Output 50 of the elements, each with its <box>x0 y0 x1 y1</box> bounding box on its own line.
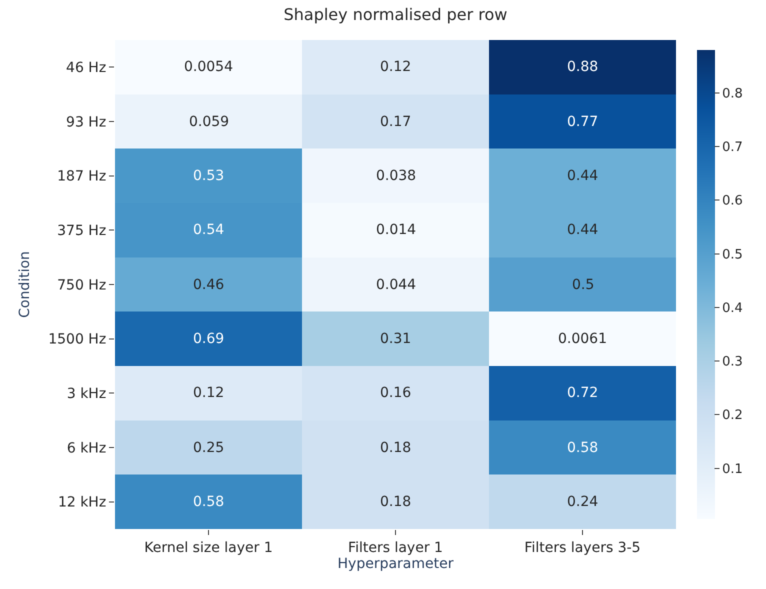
data-label: 0.18 <box>380 494 412 510</box>
data-label: 0.18 <box>380 440 412 456</box>
y-axis-title: Condition <box>16 251 33 318</box>
data-label: 0.12 <box>193 385 224 401</box>
data-label: 0.46 <box>193 277 224 293</box>
y-tick-label: 93 Hz <box>66 114 106 130</box>
data-label: 0.0054 <box>184 59 234 75</box>
color-bar-label: 0.2 <box>722 408 743 424</box>
data-label: 0.31 <box>380 331 412 347</box>
y-tick-label: 375 Hz <box>57 223 106 240</box>
x-axis-title: Hyperparameter <box>338 556 454 572</box>
data-label: 0.12 <box>380 59 412 75</box>
color-bar-label: 0.8 <box>722 86 743 102</box>
y-tick-label: 46 Hz <box>66 60 106 76</box>
data-label: 0.77 <box>567 114 598 130</box>
x-tick-label: Kernel size layer 1 <box>144 540 273 556</box>
data-label: 0.72 <box>567 385 598 401</box>
data-label: 0.54 <box>193 222 224 238</box>
chart-title: Shapley normalised per row <box>284 5 508 24</box>
data-label: 0.014 <box>376 222 416 238</box>
data-label: 0.24 <box>567 494 598 510</box>
data-label: 0.44 <box>567 168 598 184</box>
data-label: 0.58 <box>193 494 224 510</box>
data-label: 0.5 <box>572 277 594 293</box>
color-bar-label: 0.7 <box>722 140 743 156</box>
data-label: 0.16 <box>380 385 412 401</box>
y-tick-label: 1500 Hz <box>48 332 106 348</box>
data-label: 0.0061 <box>558 331 607 347</box>
y-tick-label: 12 kHz <box>58 494 106 511</box>
data-label: 0.53 <box>193 168 224 184</box>
data-label: 0.69 <box>193 331 224 347</box>
y-tick-label: 6 kHz <box>66 440 106 456</box>
color-bar-label: 0.3 <box>722 354 743 370</box>
y-tick-label: 750 Hz <box>57 277 106 294</box>
data-label: 0.88 <box>567 59 598 75</box>
x-tick-label: Filters layers 3-5 <box>524 540 641 556</box>
color-bar-label: 0.6 <box>722 194 743 209</box>
data-label: 0.17 <box>380 114 412 130</box>
data-label: 0.059 <box>189 114 230 130</box>
data-label: 0.44 <box>567 222 598 238</box>
data-label: 0.58 <box>567 440 598 456</box>
x-tick-label: Filters layer 1 <box>348 540 443 556</box>
color-bar-label: 0.5 <box>722 247 743 262</box>
data-label: 0.044 <box>376 277 416 293</box>
color-bar-label: 0.4 <box>722 300 743 316</box>
y-tick-label: 187 Hz <box>57 168 106 185</box>
data-label: 0.25 <box>193 440 224 456</box>
data-label: 0.038 <box>376 168 416 184</box>
y-tick-label: 3 kHz <box>66 386 106 402</box>
color-bar-label: 0.1 <box>722 462 743 477</box>
